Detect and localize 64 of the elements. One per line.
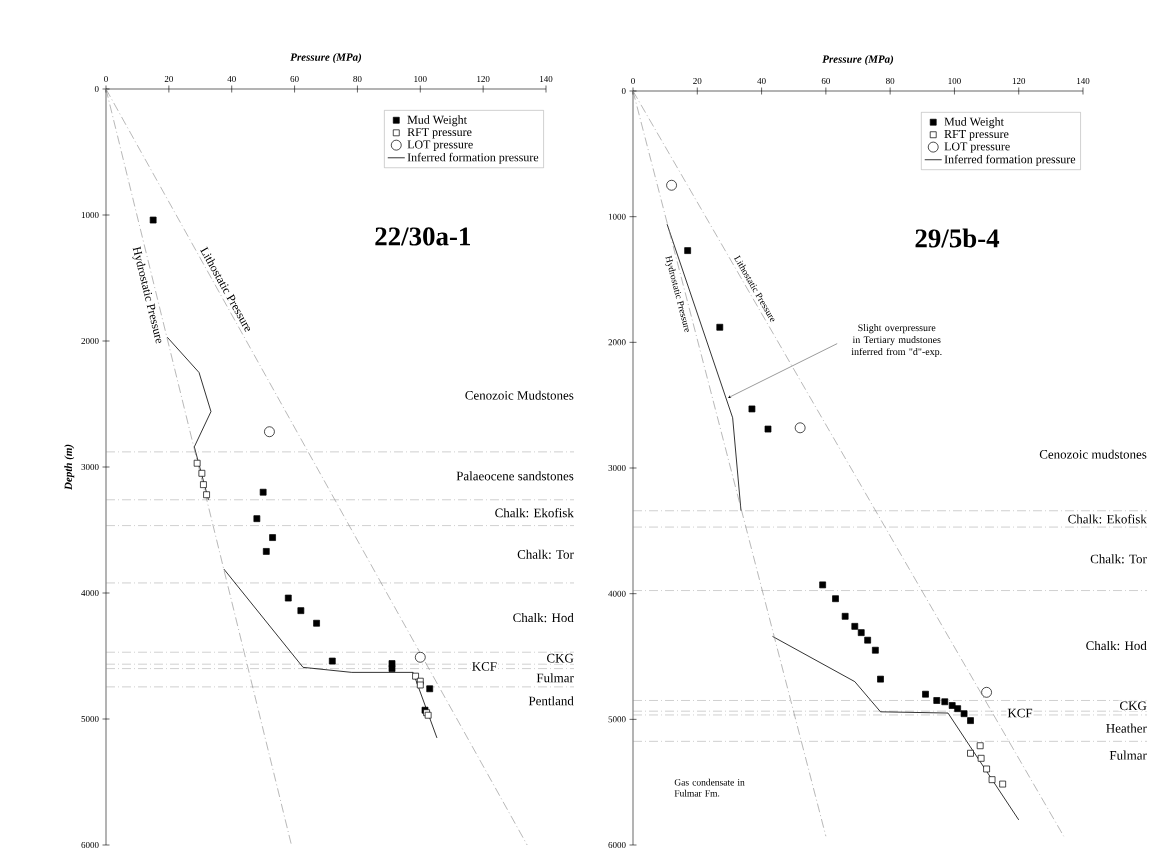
text: 29/5b-4 xyxy=(915,228,1000,248)
x-tick-label: 60 xyxy=(821,77,831,84)
x-tick-label: 0 xyxy=(104,75,108,82)
x-axis-title: Pressure (MPa) xyxy=(290,53,362,64)
x-tick-label: 140 xyxy=(1077,77,1090,84)
y-tick-label: 4000 xyxy=(81,589,99,597)
y-tick-label: 5000 xyxy=(608,716,626,723)
y-tick-label: 0 xyxy=(621,87,626,95)
annotation: Fulmar xyxy=(536,673,574,683)
x-tick-label: 40 xyxy=(757,77,766,84)
annotation: Chalk: Hod xyxy=(513,612,574,623)
text: CKG xyxy=(1120,701,1147,711)
x-tick-label: 120 xyxy=(1012,77,1026,84)
text: Heather xyxy=(1106,723,1147,733)
legend-label: Inferred formation pressure xyxy=(407,152,539,164)
x-tick-label: 20 xyxy=(164,75,173,82)
y-tick-label: 2000 xyxy=(608,339,626,346)
annotation: Chalk: Ekofisk xyxy=(1068,514,1147,524)
x-tick-label: 0 xyxy=(631,77,635,84)
text: CKG xyxy=(546,653,574,663)
legend-label: Inferred formation pressure xyxy=(944,154,1076,166)
y-tick-label: 5000 xyxy=(81,715,99,723)
y-tick-label: 0 xyxy=(94,85,99,93)
x-tick-label: 140 xyxy=(540,75,553,82)
annotation: Gas condensate in Fulmar Fm. xyxy=(674,778,745,797)
x-tick-label: 60 xyxy=(290,75,299,82)
text: 22/30a-1 xyxy=(375,227,470,246)
y-tick-label: 1000 xyxy=(81,211,99,219)
annotation: Chalk: Tor xyxy=(517,549,574,559)
annotation: Pentland xyxy=(528,696,574,706)
legend-label: LOT pressure xyxy=(944,142,1010,153)
y-tick-label: 6000 xyxy=(81,841,99,849)
x-tick-label: 20 xyxy=(693,77,702,84)
y-tick-label: 3000 xyxy=(608,464,626,472)
y-tick-label: 3000 xyxy=(81,463,99,471)
legend-label: Mud Weight xyxy=(944,117,1004,129)
annotation: KCF xyxy=(472,662,497,671)
annotation: Cenozoic mudstones xyxy=(1039,449,1147,459)
legend-label: RFT pressure xyxy=(407,128,472,139)
legend-label: Mud Weight xyxy=(407,115,467,127)
y-tick-label: 4000 xyxy=(608,590,626,597)
legend-label: RFT pressure xyxy=(944,130,1009,141)
x-tick-label: 80 xyxy=(353,75,362,82)
x-tick-label: 120 xyxy=(477,75,490,82)
annotation: Palaeocene sandstones xyxy=(456,471,574,481)
text: Chalk: Hod xyxy=(1086,640,1147,651)
y-tick-label: 6000 xyxy=(608,841,626,849)
y-axis-title: Depth (m) xyxy=(64,444,75,491)
y-tick-label: 1000 xyxy=(608,213,626,220)
text: Fulmar xyxy=(1109,750,1147,760)
annotation: Cenozoic Mudstones xyxy=(465,390,574,400)
x-tick-label: 80 xyxy=(886,77,895,84)
x-tick-label: 40 xyxy=(227,75,236,82)
x-axis-title: Pressure (MPa) xyxy=(822,55,894,66)
annotation: Slight overpressure in Tertiary mudstones inferred from "d"-exp. xyxy=(851,324,942,358)
text: Hydrostatic Pressure xyxy=(132,246,162,344)
x-tick-label: 100 xyxy=(414,75,427,82)
x-tick-label: 100 xyxy=(948,77,961,84)
y-tick-label: 2000 xyxy=(81,337,99,345)
legend-label: LOT pressure xyxy=(407,140,473,151)
text: Chalk: Tor xyxy=(1090,554,1147,564)
text: Hydrostatic Pressure xyxy=(665,255,689,333)
annotation: KCF xyxy=(1007,708,1033,718)
annotation: Chalk: Ekofisk xyxy=(495,508,574,518)
